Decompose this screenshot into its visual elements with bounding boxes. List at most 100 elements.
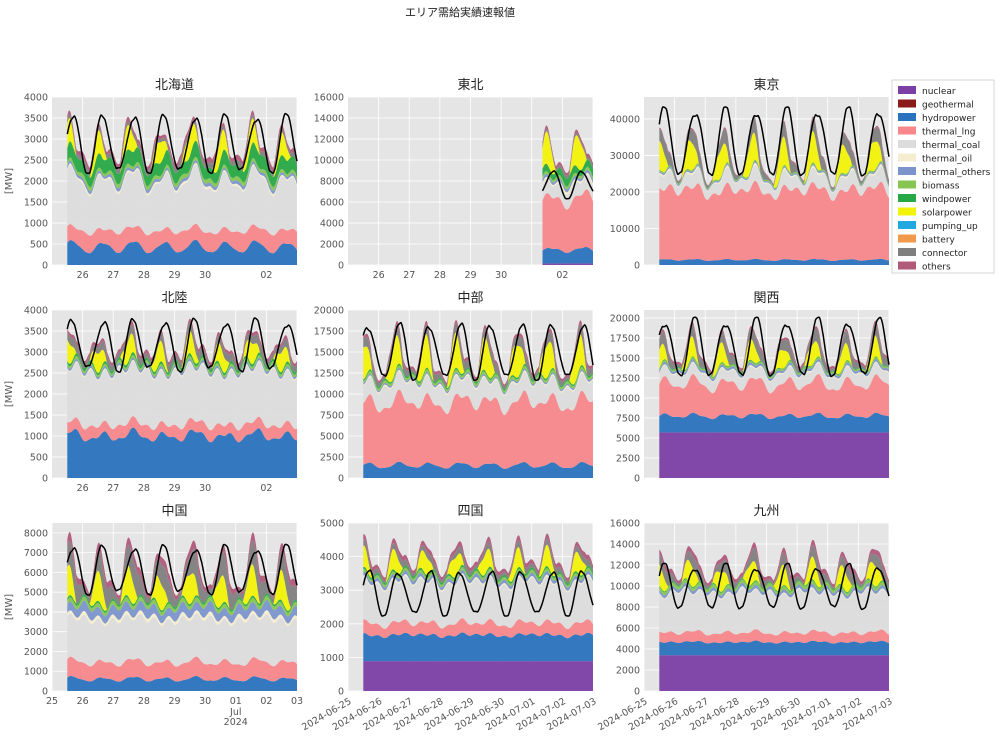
xtick-label: 30 [199,270,211,281]
legend-label: windpower [922,195,971,205]
legend-label: battery [922,236,956,246]
legend-swatch [898,194,916,202]
xtick-label: 03 [291,696,303,707]
legend-swatch [898,86,916,94]
panel-title: 中部 [457,291,483,306]
legend-label: biomass [922,182,960,192]
panel-title: 中国 [161,504,187,519]
panel-title: 関西 [753,291,779,306]
xtick-label: 27 [107,483,119,494]
ytick-label: 12500 [314,369,344,380]
area-thermal_oil [542,172,593,196]
area-thermal_coal [363,575,593,629]
xtick-label: 27 [107,696,119,707]
area-thermal_lng [659,373,889,420]
panel-6: 0 2500 5000 7500 10000 12500 15000 17500 20000 関西 [610,291,890,485]
ytick-label: 5000 [616,434,640,445]
ytick-label: 2000 [616,666,640,677]
legend-label: thermal_coal [922,141,980,151]
legend-swatch [898,221,916,229]
legend-swatch [898,99,916,108]
ytick-label: 0 [42,261,48,272]
area-others [363,320,593,387]
area-biomass [67,595,297,617]
area-biomass [363,566,593,588]
panel-title: 九州 [753,504,779,519]
legend-swatch [898,248,916,256]
area-thermal_coal [659,587,889,636]
panel-title: 北海道 [155,78,194,93]
xtick-label: 01 [230,696,242,707]
legend-swatch [898,153,916,162]
area-connector [363,538,593,584]
ytick-label: 17500 [314,327,344,338]
xtick-label: 27 [403,270,415,281]
ytick-label: 2000 [24,390,48,401]
ytick-label: 4000 [320,219,344,230]
demand-line [66,543,298,596]
xtick-label: 02 [556,270,568,281]
xtick-label: 26 [77,696,89,707]
ytick-label: 20000 [610,314,640,325]
ytick-label: 16000 [314,93,344,104]
ytick-label: 2500 [24,156,48,167]
area-thermal_oil [363,573,593,593]
ytick-label: 500 [30,453,48,464]
area-thermal_coal [542,175,593,210]
xtick-label: 29 [168,696,180,707]
ytick-label: 1500 [24,411,48,422]
figure-title: エリア需給実績速報値 [405,5,515,19]
ytick-label: 40000 [610,114,640,125]
ytick-label: 8000 [616,603,640,614]
area-others [67,110,297,173]
ytick-label: 2000 [320,240,344,251]
ytick-label: 6000 [320,198,344,209]
ytick-label: 2500 [616,454,640,465]
ytick-label: 3000 [24,135,48,146]
ylabel: [MW] [4,381,15,407]
ytick-label: 7500 [320,411,344,422]
area-hydropower [659,412,889,433]
demand-line [66,317,298,373]
area-windpower [67,593,297,613]
area-thermal_oil [67,162,297,197]
ytick-label: 12000 [610,561,640,572]
panel-title: 東北 [457,77,483,93]
area-solarpower [363,332,593,390]
ytick-label: 2500 [320,453,344,464]
panel-title: 北陸 [161,290,187,306]
ytick-label: 0 [634,474,640,485]
legend-label: geothermal [922,101,974,111]
ytick-label: 10000 [610,582,640,593]
xtick-label: 02 [260,483,272,494]
legend-swatch [898,261,916,270]
xtick-month: Jul [229,707,241,718]
demand-line [541,169,594,200]
ytick-label: 1000 [24,219,48,230]
area-thermal_lng [659,180,889,261]
panel-1: 0 500 1000 1500 2000 2500 3000 3500 4000 26 27 28 29… [4,78,298,281]
area-windpower [659,356,889,378]
area-hydropower [542,247,593,264]
demand-line [66,112,298,175]
area-thermal_others [67,599,297,624]
demand-line [658,562,890,611]
panel-4: 0 500 1000 1500 2000 2500 3000 3500 4000 26 27 28 29… [4,290,298,494]
area-thermal_lng [67,656,297,682]
ytick-label: 3500 [24,327,48,338]
panel-8: 0100020003000400050002024-06-252024-06-2… [300,504,598,733]
panel-7: 0 1000 2000 3000 4000 5000 6000 7000 8000 25 26 27 2… [4,504,303,728]
area-solarpower [659,131,889,190]
ytick-label: 10000 [610,224,640,235]
area-thermal_lng [67,223,297,254]
xtick-label: 29 [168,483,180,494]
panel-title: 四国 [457,504,483,519]
legend-swatch [898,126,916,135]
area-thermal_coal [67,613,297,667]
ytick-label: 4000 [24,93,48,104]
area-thermal_lng [363,618,593,639]
area-nuclear [363,661,593,691]
ytick-label: 6000 [24,568,48,579]
